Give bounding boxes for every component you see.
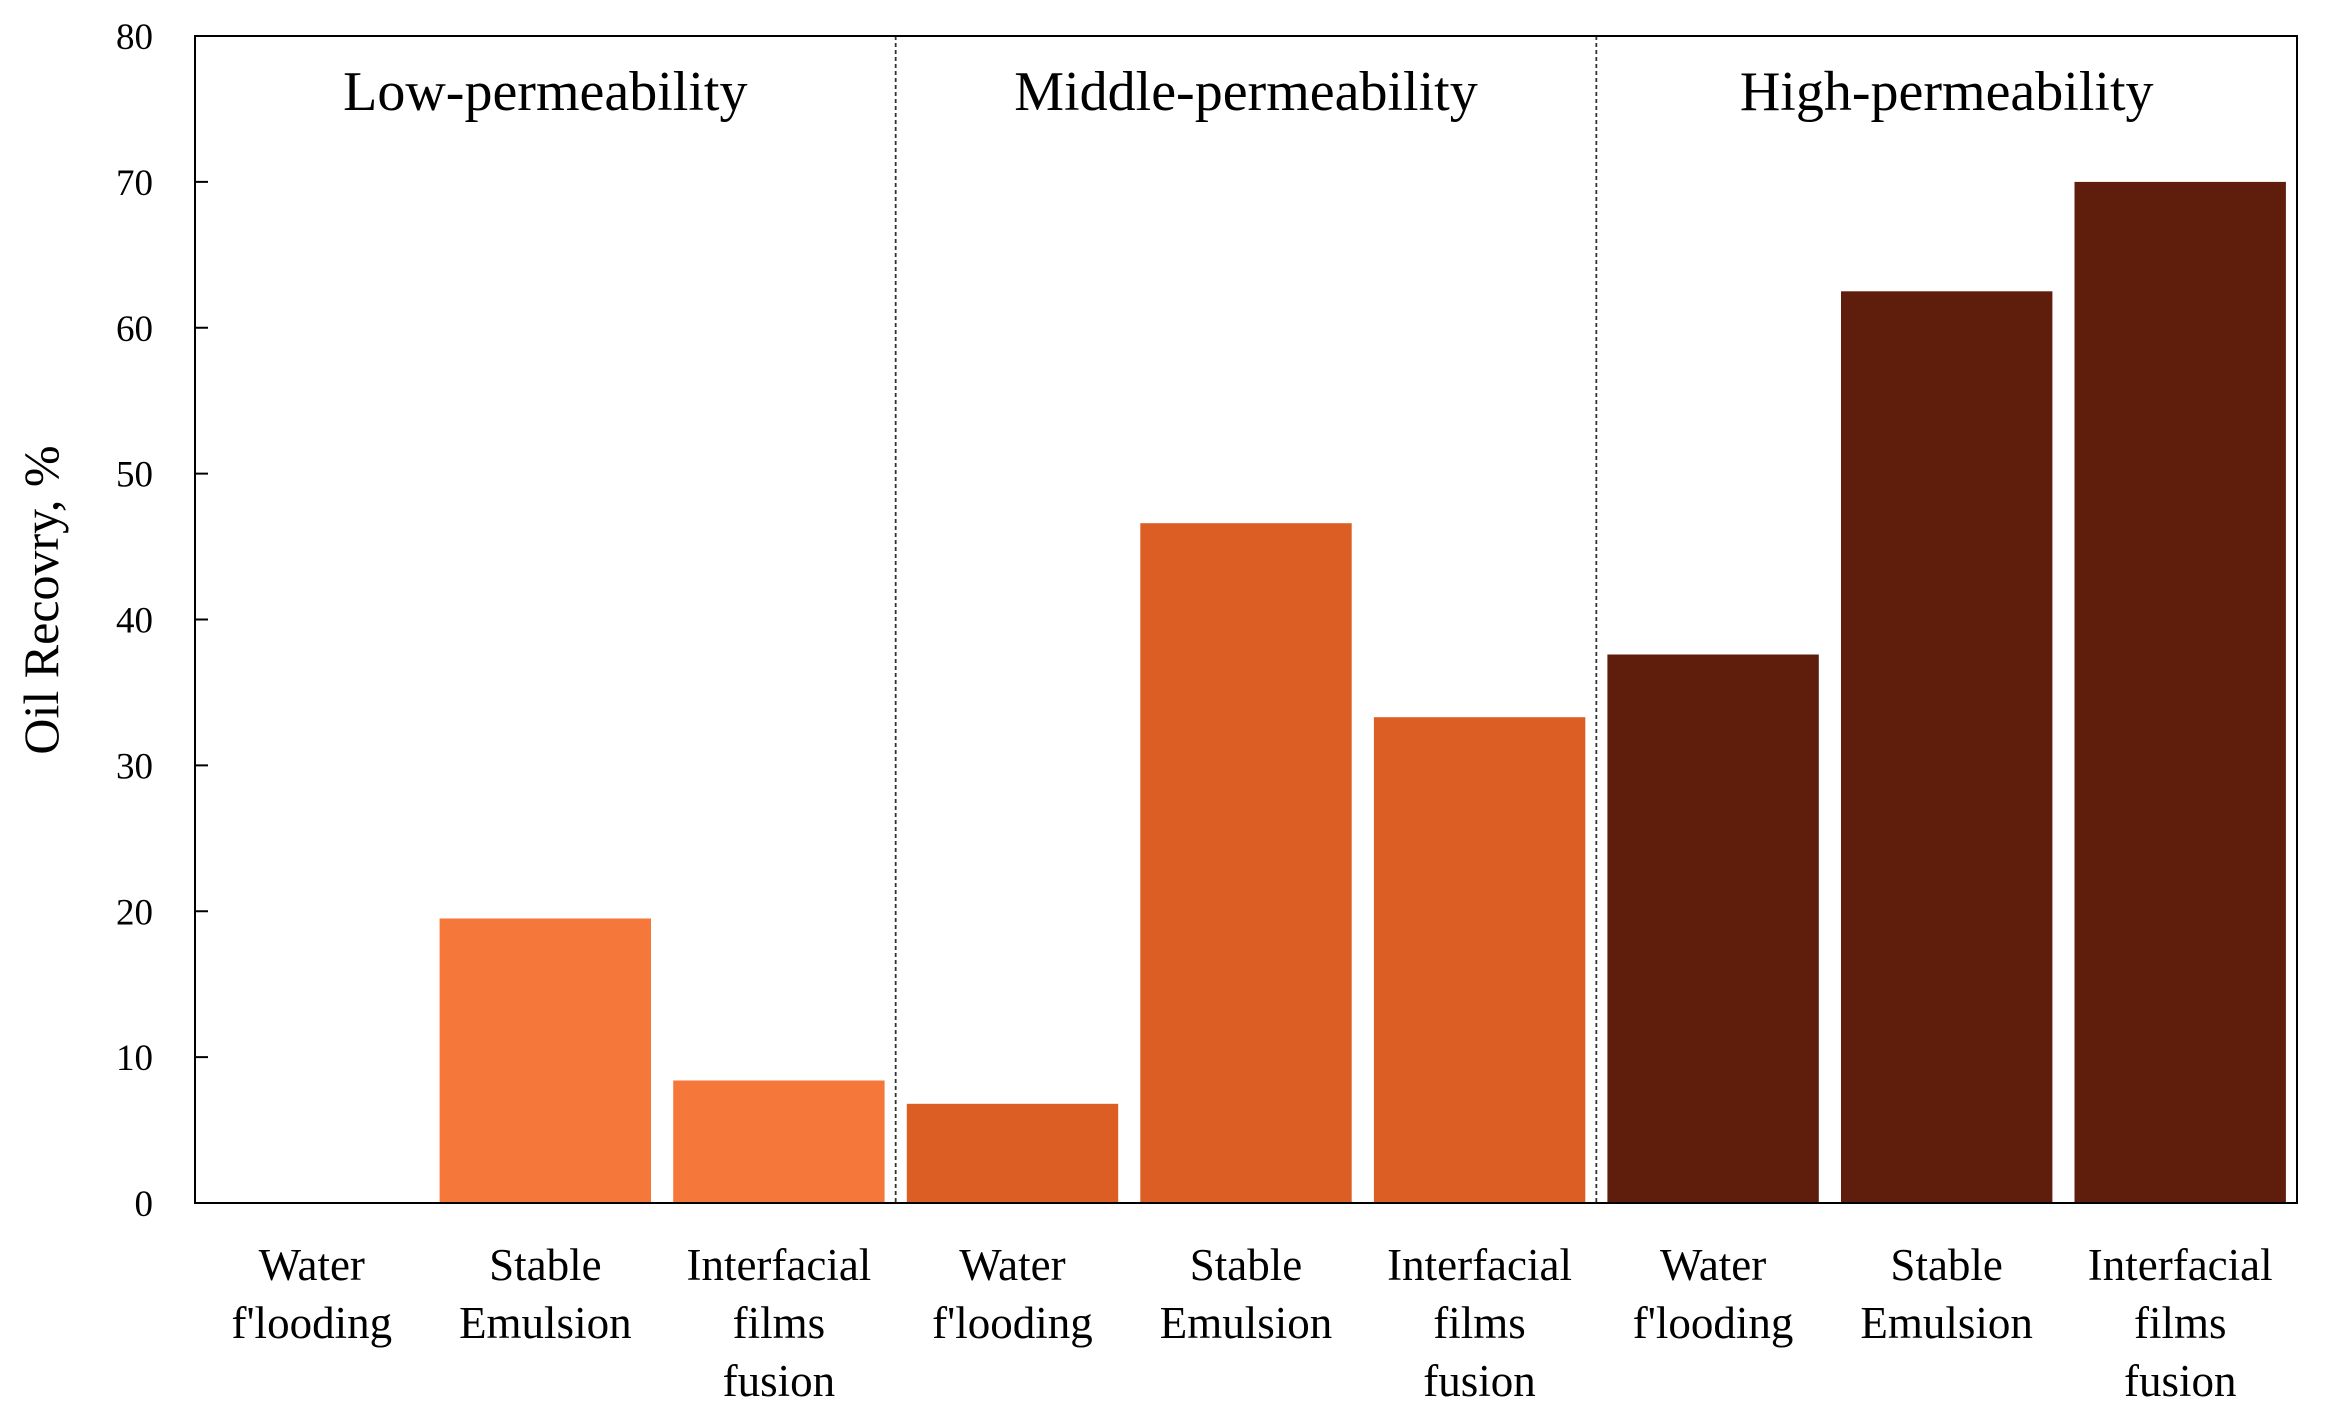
y-axis-title: Oil Recovry, % (13, 445, 69, 754)
x-category-label: Interfacial films fusion (686, 1240, 871, 1406)
x-category-label: Stable Emulsion (459, 1240, 632, 1348)
x-category-label: Water f'looding (1633, 1240, 1794, 1348)
y-tick-label: 40 (116, 601, 153, 642)
y-tick-label: 60 (116, 309, 153, 350)
y-tick-label: 0 (135, 1184, 154, 1225)
bar-middle-permeability-water-flooding (906, 1103, 1119, 1203)
y-tick-label: 50 (116, 455, 153, 496)
y-tick-label: 80 (116, 17, 153, 58)
bars-layer (439, 181, 2286, 1203)
x-axis-category-labels: Water f'looding Stable Emulsion Interfacial f… (231, 1240, 2272, 1406)
x-category-label: Interfacial films fusion (1387, 1240, 1572, 1406)
group-label-middle-permeability: Middle-permeability (1014, 61, 1477, 123)
bar-high-permeability-water-flooding (1607, 654, 1819, 1203)
y-tick-label: 70 (116, 163, 153, 204)
y-tick-label: 20 (116, 892, 153, 933)
bar-low-permeability-stable-emulsion (439, 918, 651, 1203)
y-axis-ticks: 0 10 20 30 40 50 60 70 80 (116, 17, 208, 1225)
bar-high-permeability-interfacial-films-fusion (2074, 181, 2286, 1203)
group-label-low-permeability: Low-permeability (343, 61, 747, 123)
x-category-label: Stable Emulsion (1160, 1240, 1333, 1348)
bar-low-permeability-interfacial-films-fusion (673, 1080, 885, 1203)
group-labels: Low-permeability Middle-permeability High-… (343, 61, 2153, 123)
x-category-label: Stable Emulsion (1860, 1240, 2033, 1348)
x-category-label: Interfacial films fusion (2088, 1240, 2273, 1406)
x-category-label: Water f'looding (231, 1240, 392, 1348)
y-tick-label: 10 (116, 1038, 153, 1079)
bar-high-permeability-stable-emulsion (1841, 291, 2053, 1203)
x-category-label: Water f'looding (932, 1240, 1093, 1348)
group-label-high-permeability: High-permeability (1740, 61, 2154, 123)
bar-middle-permeability-interfacial-films-fusion (1373, 717, 1586, 1203)
bar-middle-permeability-stable-emulsion (1140, 523, 1352, 1203)
group-dividers (894, 36, 1598, 1203)
y-tick-label: 30 (116, 746, 153, 787)
